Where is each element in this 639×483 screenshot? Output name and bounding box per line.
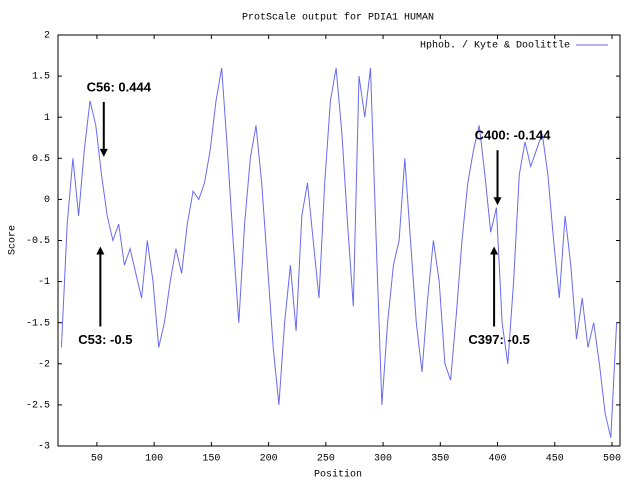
- annotation-arrowhead: [99, 148, 108, 157]
- y-tick-label: -1.5: [26, 318, 50, 329]
- x-tick-label: 100: [145, 454, 163, 465]
- annotation: C53: -0.5: [78, 332, 132, 347]
- annotation-arrowhead: [493, 197, 502, 206]
- annotation-arrowhead: [96, 246, 105, 255]
- annotation: C400: -0.144: [475, 128, 552, 143]
- y-tick-label: 0.5: [32, 154, 50, 165]
- legend-label: Hphob. / Kyte & Doolittle: [420, 40, 570, 52]
- y-tick-label: -1: [38, 277, 50, 288]
- data-line: [60, 67, 618, 438]
- x-tick-label: 400: [489, 454, 507, 465]
- y-tick-label: 1: [44, 113, 50, 124]
- annotation: C397: -0.5: [468, 332, 529, 347]
- y-tick-label: 2: [44, 31, 50, 42]
- y-tick-label: 1.5: [32, 72, 50, 83]
- y-tick-label: -0.5: [26, 236, 50, 247]
- x-tick-label: 300: [374, 454, 392, 465]
- y-tick-label: -2.5: [26, 401, 50, 412]
- y-tick-label: 0: [44, 195, 50, 206]
- chart-title: ProtScale output for PDIA1 HUMAN: [242, 12, 434, 24]
- annotation: C56: 0.444: [87, 79, 152, 94]
- x-tick-label: 500: [603, 454, 621, 465]
- x-tick-label: 250: [317, 454, 335, 465]
- x-axis-label: Position: [314, 469, 362, 481]
- x-tick-label: 450: [546, 454, 564, 465]
- x-tick-label: 350: [431, 454, 449, 465]
- x-tick-label: 50: [91, 454, 103, 465]
- x-tick-label: 200: [260, 454, 278, 465]
- y-tick-label: -2: [38, 359, 50, 370]
- annotation-arrowhead: [490, 246, 499, 255]
- x-tick-label: 150: [202, 454, 220, 465]
- y-axis-label: Score: [8, 225, 19, 255]
- y-tick-label: -3: [38, 442, 50, 453]
